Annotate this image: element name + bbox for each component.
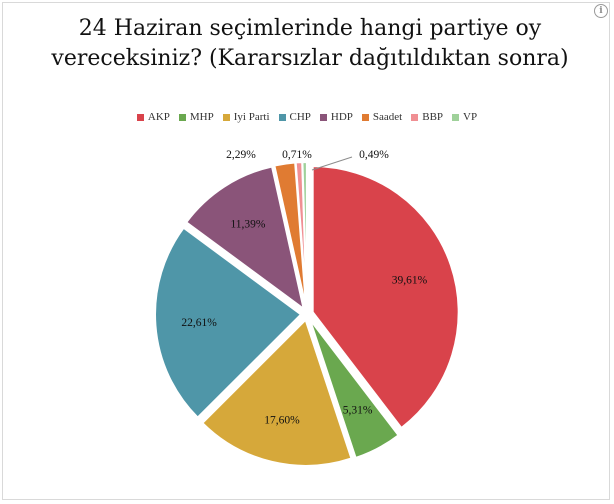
legend-item-vp: VP xyxy=(452,111,477,123)
chart-title: 24 Haziran seçimlerinde hangi partiye oy… xyxy=(51,16,569,71)
legend-item-saadet: Saadet xyxy=(361,111,403,123)
data-label-hdp: 11,39% xyxy=(230,218,265,230)
legend-swatch xyxy=(278,113,286,121)
legend-swatch xyxy=(452,113,460,121)
legend-label: Saadet xyxy=(372,111,403,123)
legend-item-mhp: MHP xyxy=(178,111,214,123)
legend-swatch xyxy=(222,113,230,121)
legend-swatch xyxy=(361,113,369,121)
legend-item-akp: AKP xyxy=(136,111,170,123)
legend-label: BBP xyxy=(422,111,444,123)
info-icon[interactable]: i xyxy=(594,4,608,18)
legend-item-bbp: BBP xyxy=(411,111,443,123)
pie-slice-akp xyxy=(311,165,460,430)
pie-slice-vp xyxy=(301,161,308,309)
data-label-mhp: 5,31% xyxy=(343,405,373,417)
legend: AKP MHP Iyi Parti CHP HDP Saadet BBP VP xyxy=(0,111,614,123)
data-label-chp: 22,61% xyxy=(181,317,217,329)
legend-label: Iyi Parti xyxy=(233,111,270,123)
pie-slice-chp xyxy=(154,226,303,420)
data-label-iyi-parti: 17,60% xyxy=(264,414,300,426)
legend-swatch xyxy=(178,113,186,121)
data-label-vp: 0,49% xyxy=(359,149,389,161)
data-label-akp: 39,61% xyxy=(392,274,428,286)
pie-slice-mhp xyxy=(308,318,400,460)
pie-slice-hdp xyxy=(184,165,306,312)
legend-swatch xyxy=(136,113,144,121)
data-label-bbp: 0,71% xyxy=(282,149,312,161)
legend-label: VP xyxy=(463,111,478,123)
legend-label: AKP xyxy=(147,111,170,123)
pie-slice-iyi-parti xyxy=(200,317,353,467)
legend-item-chp: CHP xyxy=(278,111,311,123)
legend-label: CHP xyxy=(289,111,311,123)
legend-label: HDP xyxy=(330,111,353,123)
legend-swatch xyxy=(319,113,327,121)
leader-line-vp xyxy=(311,156,353,171)
legend-item-iyi-parti: Iyi Parti xyxy=(222,111,270,123)
legend-item-hdp: HDP xyxy=(319,111,353,123)
legend-swatch xyxy=(411,113,419,121)
legend-label: MHP xyxy=(189,111,214,123)
data-label-saadet: 2,29% xyxy=(226,149,256,161)
